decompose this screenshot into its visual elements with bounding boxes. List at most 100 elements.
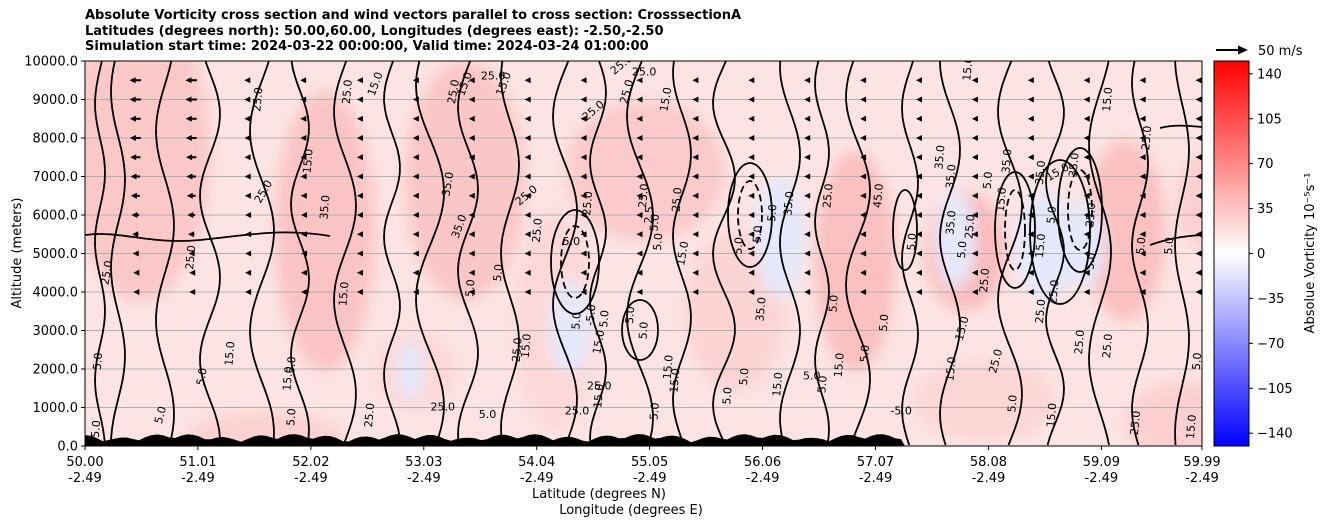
wind-vector [188,250,195,257]
wind-vector [915,135,922,141]
contour-label: 25.0 [530,218,545,244]
wind-vector [356,231,363,238]
y-tick-label: 1000.0 [33,401,79,416]
contour-label: 5.0 [463,279,477,298]
wind-vector [1083,77,1090,84]
contour-line [779,61,801,446]
wind-vector [1083,115,1090,122]
x-tick-label-lat: 59.99 [1183,455,1220,470]
x-tick-label-lat: 56.06 [744,455,781,470]
contour-label: 15.0 [1044,402,1059,428]
contour-label: 25.0 [670,187,685,213]
wind-vector [300,115,307,122]
colorbar-tick-label: −105 [1257,382,1293,397]
wind-vector [915,77,922,84]
wind-vector [189,289,196,295]
wind-vector [860,135,867,141]
contour-label: 5.0 [647,213,661,232]
contour-label: 15.0 [657,86,674,112]
wind-vector [1139,154,1146,161]
wind-vector [524,154,531,161]
wind-vector [971,231,978,238]
contour-label: 35.0 [1033,160,1048,186]
wind-vector [130,192,140,199]
contour-label: 45.0 [871,183,886,209]
wind-vector [244,173,251,180]
wind-vector [860,154,867,161]
wind-vector [412,269,419,276]
x-tick-label-lon: -2.49 [294,471,328,486]
wind-vector [971,250,978,257]
wind-vector [748,289,755,295]
wind-vector [185,77,197,84]
vorticity-blob [565,101,725,241]
wind-vector [636,289,643,295]
contour-label: 5.0 [826,294,840,313]
contour-label: 5.0 [597,310,611,329]
contour-label: -5.0 [765,204,780,227]
vorticity-blob [915,361,1055,441]
wind-vector [356,173,363,180]
quiver-key-label: 50 m/s [1258,44,1303,59]
x-tick-label-lon: -2.49 [633,471,667,486]
wind-vector [971,212,978,218]
wind-vector [1139,135,1146,141]
contour-line [333,61,357,446]
wind-vector [692,231,699,238]
wind-vector [1027,77,1034,84]
wind-vector [129,115,141,122]
wind-vector [1195,96,1202,103]
contour-label: 15.0 [953,315,972,342]
chart-title-line-3: Simulation start time: 2024-03-22 00:00:… [85,39,649,54]
contour-label: 25.0 [362,402,377,428]
contour-label: 15.0 [960,56,975,82]
contour-label: 25.0 [820,183,835,209]
wind-vector [804,269,811,276]
contour-label: 5.0 [563,235,581,248]
wind-vector [692,250,699,257]
wind-vector [300,96,307,103]
vorticity-blob [275,91,375,371]
wind-vector [244,77,251,84]
contour-loop [1004,189,1026,271]
wind-vector [580,212,587,218]
y-tick-label: 9000.0 [33,93,79,108]
wind-vector [636,269,643,276]
wind-vector [524,212,531,218]
wind-vector [580,269,587,276]
contour-label: 25.0 [617,78,636,105]
wind-vector [468,231,475,238]
contour-label: 25.0 [1046,279,1061,305]
wind-vector [915,250,922,257]
contour-label: 25.0 [445,79,462,105]
chart-title-line-2: Latitudes (degrees north): 50.00,60.00, … [85,23,664,39]
contour-label: 15.0 [832,352,847,378]
wind-vector [915,231,922,238]
contour-label: 25.0 [1100,333,1115,359]
wind-vector [300,135,307,141]
wind-vectors [129,77,1202,295]
contour-label: 25.0 [636,183,651,209]
wind-vector [1195,192,1202,199]
contour-label: 5.0 [651,233,665,252]
contour-line [415,61,445,446]
colorbar-tick-label: 140 [1257,67,1282,82]
vorticity-blob [1175,150,1202,252]
colorbar-ticks: 140 105 70 35 0 −35 −70 −105 −140 [1249,67,1293,442]
wind-vector [580,154,587,161]
contour-label: 5.0 [623,306,637,325]
contour-label: 5.0 [981,171,995,190]
contour-line [672,61,692,446]
low-vorticity-blob [1065,198,1105,288]
contour-label: 5.0 [1084,252,1098,271]
wind-vector [580,231,587,238]
wind-vector [130,154,141,161]
contour-label: 35.0 [943,210,958,236]
wind-vector [524,96,531,103]
wind-vector [748,96,755,103]
contour-label: 5.0 [569,312,583,331]
contour-label: 25.0 [98,260,115,286]
contour-label: 35.0 [999,148,1014,174]
x-tick-label-lat: 52.02 [292,455,329,470]
